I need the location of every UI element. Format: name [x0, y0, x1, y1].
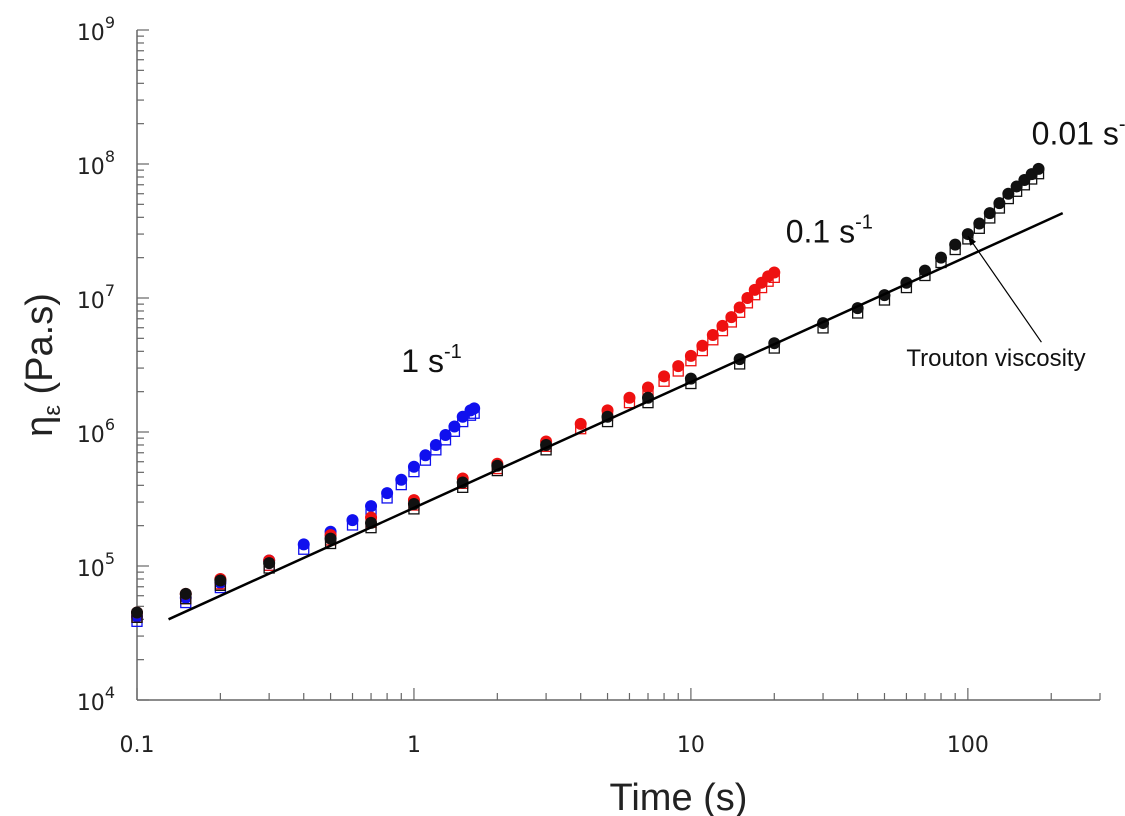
x-tick-label: 10	[677, 733, 705, 758]
x-tick-label: 0.1	[120, 733, 155, 758]
data-point	[672, 360, 685, 373]
data-point	[684, 349, 697, 362]
x-tick-label: 1	[407, 733, 421, 758]
y-tick-label: 107	[77, 281, 115, 314]
data-point	[706, 328, 719, 341]
y-tick-label: 106	[77, 415, 115, 448]
series-1	[131, 266, 781, 623]
data-point	[658, 370, 671, 383]
y-tick-label: 108	[77, 147, 115, 180]
data-point	[1032, 162, 1045, 175]
annotation-3: Trouton viscosity	[906, 345, 1085, 372]
annotation-0: 1 s-1	[401, 341, 461, 379]
data-point	[381, 487, 394, 500]
data-point	[214, 574, 227, 587]
y-axis-label: ηε (Pa.s)	[19, 293, 66, 437]
data-point	[297, 538, 310, 551]
data-point	[725, 311, 738, 324]
trouton-line	[168, 211, 1064, 621]
data-point	[131, 606, 143, 619]
data-point	[407, 460, 420, 473]
data-point	[642, 381, 655, 394]
annotations: 1 s-1 0.1 s-1 0.01 s-1 Trouton viscosity	[401, 113, 1125, 379]
data-point	[395, 473, 408, 486]
data-point	[574, 417, 587, 430]
data-point	[419, 449, 432, 462]
y-tick-label: 105	[77, 549, 115, 582]
x-axis-label: Time (s)	[610, 777, 748, 816]
x-tick-label: 100	[947, 733, 989, 758]
data-point	[983, 207, 996, 220]
data-point	[935, 251, 948, 264]
data-point	[733, 301, 746, 314]
series-group	[131, 162, 1064, 627]
data-point	[429, 438, 442, 451]
data-point	[346, 514, 359, 527]
annotation-arrowhead	[967, 236, 977, 246]
data-point	[973, 217, 986, 230]
series-3	[168, 211, 1064, 621]
data-point	[439, 428, 452, 441]
data-point	[263, 557, 276, 570]
data-point	[961, 228, 974, 241]
series-2	[131, 162, 1045, 623]
data-point	[468, 402, 481, 415]
data-point	[623, 391, 636, 404]
data-point	[696, 339, 709, 352]
data-point	[1002, 187, 1015, 200]
data-point	[768, 266, 781, 279]
data-point	[448, 420, 461, 433]
data-point	[179, 587, 192, 600]
annotation-1: 0.1 s-1	[786, 211, 873, 249]
annotation-2: 0.01 s-1	[1032, 113, 1125, 151]
axes	[136, 30, 1100, 701]
annotation-arrow	[967, 235, 1042, 343]
data-point	[741, 292, 754, 304]
data-point	[324, 532, 337, 545]
series-0	[131, 402, 481, 627]
data-point	[365, 500, 378, 513]
y-tick-label: 104	[77, 683, 115, 716]
data-point	[949, 238, 962, 251]
data-point	[993, 197, 1006, 210]
ticks: 0.1 1 10 100 104 105 106 107 108 109	[77, 13, 1101, 758]
data-point	[716, 319, 729, 332]
y-tick-label: 109	[77, 13, 115, 46]
